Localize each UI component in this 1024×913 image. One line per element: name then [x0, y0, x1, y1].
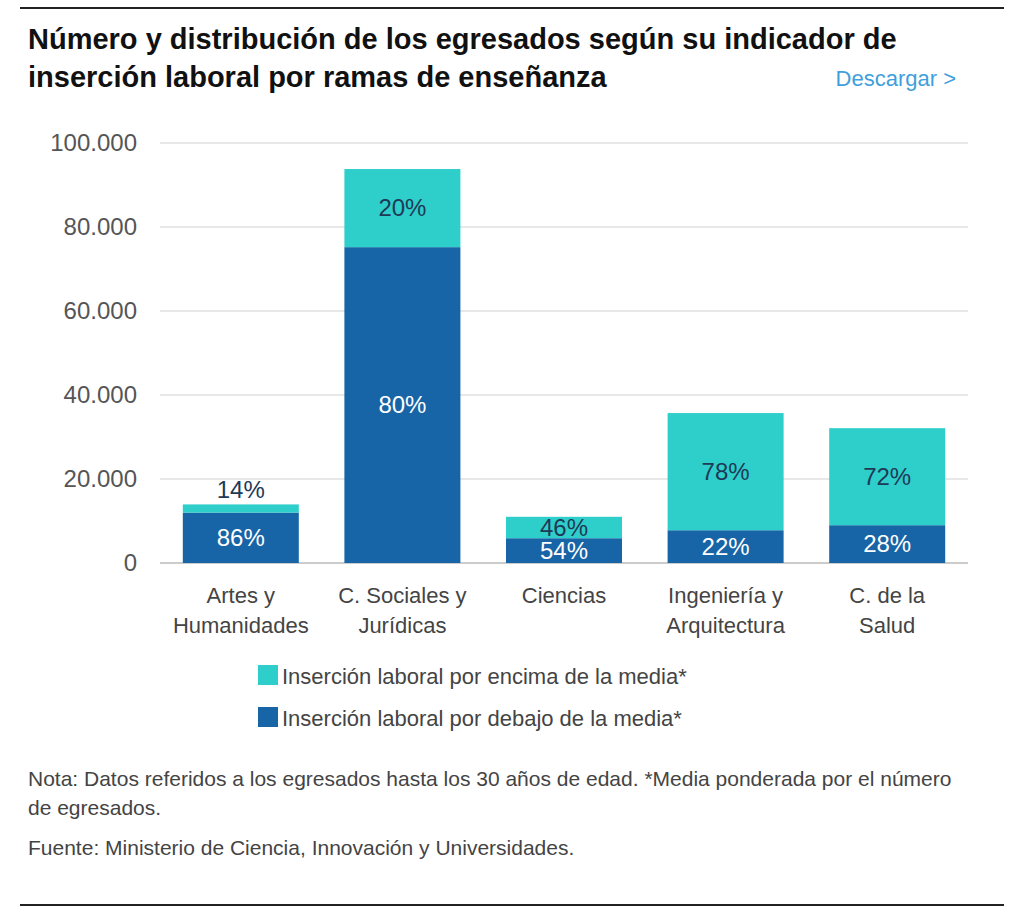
data-labels: 86% 14% 80% 20% 54%46% 22% 78% 28% 72%	[217, 194, 911, 564]
data-label: 78%	[702, 458, 750, 485]
x-tick-label: C. de la Salud	[849, 583, 926, 638]
legend-swatch	[258, 707, 278, 727]
bar-segment	[344, 247, 460, 563]
grid-line	[160, 226, 968, 227]
x-tick-line: Arquitectura	[666, 613, 785, 638]
bars	[183, 169, 945, 563]
x-tick-line: Ciencias	[522, 583, 606, 608]
bar-segment	[668, 413, 784, 530]
data-label: 46%	[540, 514, 588, 541]
legend-label: Inserción laboral por debajo de la media…	[282, 706, 682, 731]
x-tick-label: C. Sociales y Jurídicas	[338, 583, 466, 638]
y-tick-label: 20.000	[64, 465, 137, 492]
data-label: 72%	[863, 463, 911, 490]
x-tick-line: Jurídicas	[358, 613, 446, 638]
legend-swatch	[258, 665, 278, 685]
x-tick-line: Ingeniería y	[668, 583, 783, 608]
x-tick-line: Salud	[859, 613, 915, 638]
x-tick-label: Ciencias	[522, 583, 606, 608]
data-label: 14%	[217, 476, 265, 503]
grid-line	[160, 142, 968, 143]
bar-segment	[183, 513, 299, 563]
x-tick-line: C. Sociales y	[338, 583, 466, 608]
x-tick-line: C. de la	[849, 583, 926, 608]
data-label: 80%	[378, 391, 426, 418]
download-link[interactable]: Descargar >	[836, 66, 956, 92]
y-tick-label: 0	[124, 549, 137, 576]
x-tick-line: Artes y	[207, 583, 275, 608]
data-label: 20%	[378, 194, 426, 221]
y-tick-label: 100.000	[50, 129, 137, 156]
bar-segment	[829, 525, 945, 563]
bar-segment	[183, 504, 299, 512]
x-tick-label: Ingeniería y Arquitectura	[666, 583, 785, 638]
source: Fuente: Ministerio de Ciencia, Innovació…	[28, 836, 574, 860]
y-tick-label: 80.000	[64, 213, 137, 240]
data-label: 54%	[540, 537, 588, 564]
note: Nota: Datos referidos a los egresados ha…	[28, 764, 978, 822]
bottom-rule	[20, 904, 1004, 906]
title: Número y distribución de los egresados s…	[28, 20, 963, 96]
x-tick-label: Artes y Humanidades	[173, 583, 309, 638]
bar-segment	[668, 530, 784, 563]
bar-segment	[829, 428, 945, 525]
y-tick-label: 60.000	[64, 297, 137, 324]
data-label: 22%	[702, 533, 750, 560]
x-tick-line: Humanidades	[173, 613, 309, 638]
legend-label: Inserción laboral por encima de la media…	[282, 664, 687, 689]
grid-line	[160, 310, 968, 311]
bar-segment	[344, 169, 460, 247]
data-label: 86%	[217, 524, 265, 551]
grid-line	[160, 394, 968, 395]
y-tick-label: 40.000	[64, 381, 137, 408]
data-label: 28%	[863, 530, 911, 557]
top-rule	[20, 7, 1004, 9]
